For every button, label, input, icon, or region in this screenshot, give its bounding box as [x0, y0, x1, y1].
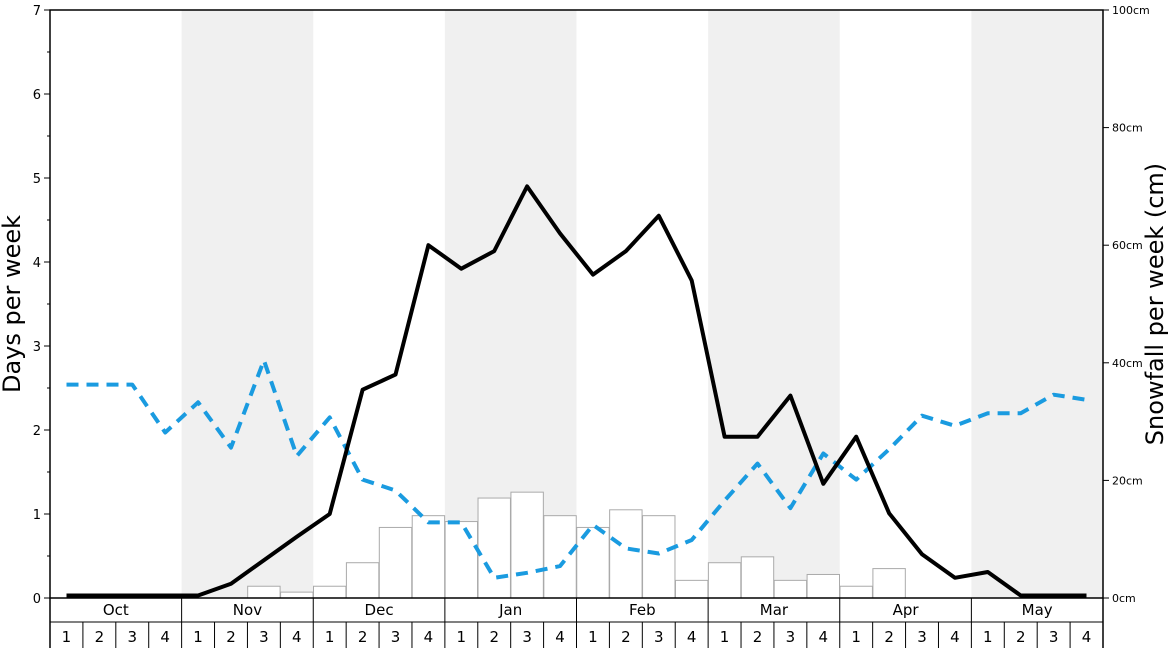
- snowfall-bar: [444, 521, 479, 599]
- snowfall-bar: [872, 568, 906, 599]
- left-tick-label: 5: [33, 172, 41, 187]
- left-tick-label: 3: [33, 340, 41, 355]
- y-axis-label-left: Days per week: [0, 215, 26, 393]
- snowfall-bar: [378, 526, 413, 599]
- snowfall-bar: [411, 515, 446, 599]
- snowfall-bar: [642, 515, 676, 599]
- snowfall-bar: [707, 562, 742, 599]
- week-label: 3: [917, 628, 927, 646]
- week-label: 2: [884, 628, 894, 646]
- series-lines: [66, 184, 1087, 598]
- week-label: 3: [786, 628, 796, 646]
- left-axis: 0 1 2 3 4 5 6 7: [33, 4, 50, 607]
- right-tick-label: 60cm: [1112, 239, 1143, 252]
- left-tick-label: 7: [33, 4, 41, 19]
- left-tick-label: 6: [33, 88, 41, 103]
- week-label: 3: [391, 628, 401, 646]
- week-label: 2: [226, 628, 236, 646]
- snowfall-bar: [345, 562, 380, 599]
- week-label: 4: [950, 628, 960, 646]
- band-mar: [708, 10, 840, 598]
- days-series-line: [66, 184, 1087, 598]
- snowfall-bar: [773, 579, 808, 599]
- right-axis: 0cm 20cm 40cm 60cm 80cm 100cm: [1103, 4, 1150, 605]
- week-label: 1: [457, 628, 467, 646]
- snowfall-bar: [674, 579, 709, 599]
- week-label: 4: [424, 628, 434, 646]
- right-tick-label: 20cm: [1112, 474, 1143, 487]
- month-label: Feb: [629, 601, 656, 619]
- snowfall-bar: [477, 497, 511, 599]
- band-nov: [181, 10, 314, 598]
- week-label: 4: [292, 628, 302, 646]
- month-label: Oct: [103, 601, 129, 619]
- week-label: 1: [193, 628, 203, 646]
- snowfall-bar: [510, 491, 544, 599]
- week-label: 3: [522, 628, 532, 646]
- week-label: 4: [819, 628, 829, 646]
- week-label: 2: [753, 628, 763, 646]
- left-tick-label: 2: [33, 424, 41, 439]
- week-label: 2: [489, 628, 499, 646]
- week-label: 4: [555, 628, 565, 646]
- right-tick-label: 80cm: [1112, 122, 1143, 135]
- right-tick-label: 100cm: [1112, 4, 1150, 17]
- week-label: 2: [95, 628, 105, 646]
- week-label: 3: [127, 628, 137, 646]
- month-label: May: [1022, 601, 1053, 619]
- month-label: Dec: [365, 601, 394, 619]
- week-label: 1: [851, 628, 861, 646]
- left-tick-label: 4: [33, 256, 41, 271]
- snowfall-bars: [247, 491, 906, 599]
- week-label: 3: [654, 628, 664, 646]
- month-label: Apr: [893, 601, 920, 619]
- week-label: 3: [259, 628, 269, 646]
- dashed-series-line: [66, 358, 1087, 580]
- y-axis-label-right: Snowfall per week (cm): [1141, 163, 1168, 445]
- week-label: 1: [325, 628, 335, 646]
- week-label: 2: [358, 628, 368, 646]
- week-label: 2: [621, 628, 631, 646]
- month-label: Mar: [760, 601, 789, 619]
- snowfall-bar: [806, 573, 841, 599]
- week-label: 2: [1016, 628, 1026, 646]
- week-label: 1: [588, 628, 598, 646]
- week-row: 1 2 3 4 1 2 3 4 1 2 3 4 1 2 3 4 1 2 3 4 1 2 3 4 1 2 3 4 1 2 3 4: [62, 622, 1092, 648]
- snowfall-bar: [839, 585, 873, 599]
- week-label: 4: [687, 628, 697, 646]
- left-tick-label: 0: [33, 592, 41, 607]
- month-label: Jan: [498, 601, 522, 619]
- week-label: 4: [1082, 628, 1092, 646]
- snowfall-bar: [247, 585, 281, 599]
- snowfall-bar: [740, 556, 775, 599]
- snowfall-bar: [609, 509, 643, 599]
- band-may: [971, 10, 1103, 598]
- left-tick-label: 1: [33, 508, 41, 523]
- month-label: Nov: [233, 601, 262, 619]
- week-label: 1: [62, 628, 72, 646]
- week-label: 1: [720, 628, 730, 646]
- snowfall-bar: [312, 585, 347, 599]
- week-label: 4: [160, 628, 170, 646]
- snowfall-bar: [543, 515, 577, 599]
- month-bands: [181, 10, 1103, 598]
- right-tick-label: 0cm: [1112, 592, 1136, 605]
- snowfall-bar: [576, 526, 610, 599]
- week-label: 3: [1049, 628, 1059, 646]
- right-tick-label: 40cm: [1112, 357, 1143, 370]
- snowfall-bar: [280, 591, 314, 599]
- week-label: 1: [983, 628, 993, 646]
